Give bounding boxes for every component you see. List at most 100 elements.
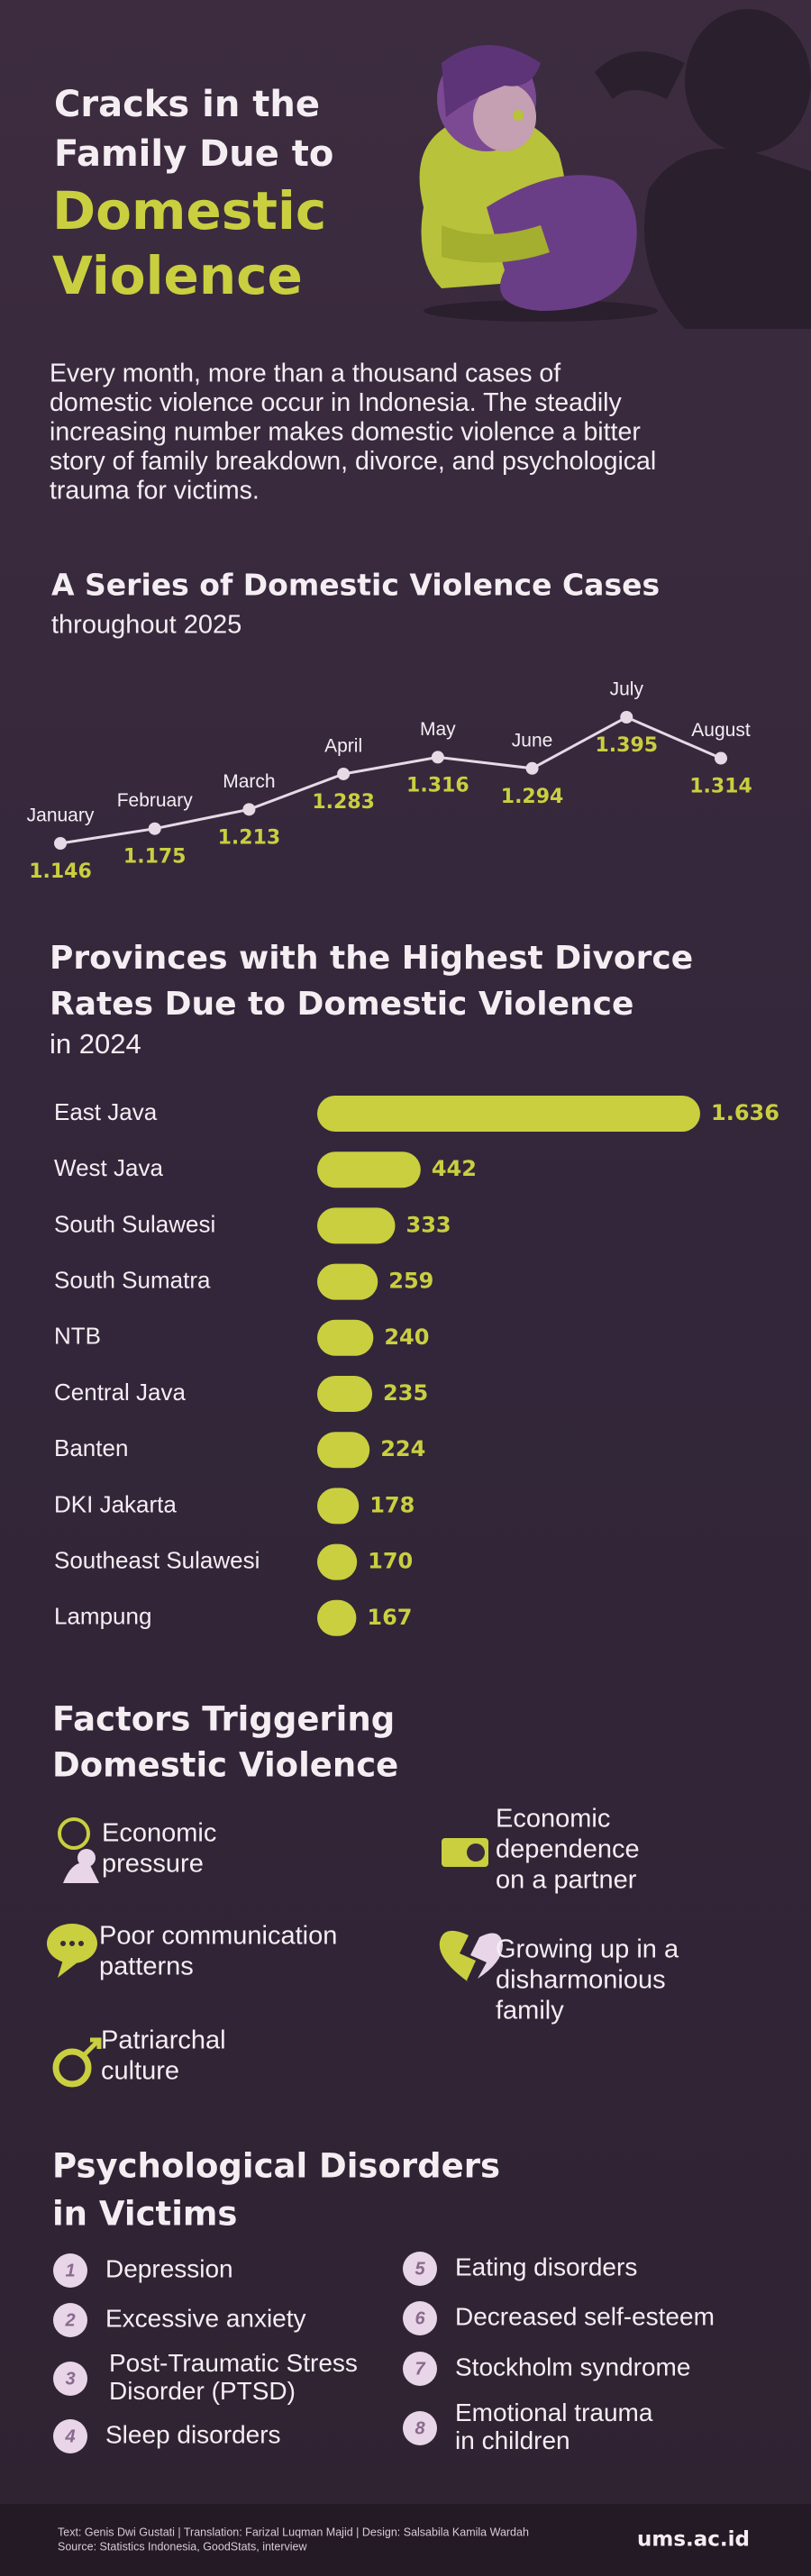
number-badge [403,2301,437,2335]
disorder-text: Disorder (PTSD) [109,2377,296,2405]
month-label: April [324,736,362,757]
footer-band [0,2504,811,2576]
number: 2 [64,2310,75,2330]
title-line: Family Due to [54,133,333,175]
month-label: June [512,730,553,751]
number-badge [53,2419,87,2453]
province-label: DKI Jakarta [54,1490,177,1517]
title-highlight: Violence [52,245,303,306]
bar [317,1096,700,1132]
factor-text: dependence [496,1835,640,1864]
value-label: 259 [388,1269,433,1294]
province-label: NTB [54,1323,101,1350]
month-label: February [117,790,194,811]
province-label: South Sulawesi [54,1210,215,1237]
number: 3 [65,2369,75,2389]
number-badge [53,2253,87,2288]
intro-line: increasing number makes domestic violenc… [50,418,641,447]
factor-text: Poor communication [99,1922,337,1951]
value-label: 1.175 [123,846,187,869]
number-badge [53,2362,87,2396]
illustration [419,45,658,322]
value-label: 333 [406,1212,451,1237]
point [620,711,633,724]
disorder-text: Post-Traumatic Stress [109,2349,358,2377]
number-badge [403,2352,437,2386]
bar [317,1319,374,1356]
section-title: Domestic Violence [52,1746,398,1785]
factor-text: culture [101,2057,179,2086]
factor-text: patterns [99,1952,194,1981]
factor-text: family [496,1997,564,2025]
number: 8 [415,2418,425,2438]
trend-line [59,715,722,845]
disorder-text: Eating disorders [455,2253,637,2280]
intro-line: trauma for victims. [50,477,260,505]
disorder-text: Decreased self-esteem [455,2302,715,2330]
intro-line: domestic violence occur in Indonesia. Th… [50,388,622,417]
number: 7 [415,2359,425,2379]
value-label: 1.636 [711,1100,779,1125]
province-label: Lampung [54,1603,151,1630]
factor-text: Patriarchal [101,2026,226,2055]
factor-text: disharmonious [496,1966,666,1995]
factor-text: on a partner [496,1866,637,1895]
bar [317,1488,360,1525]
number: 4 [64,2426,75,2446]
credits: Text: Genis Dwi Gustati | Translation: F… [58,2526,529,2538]
factor-text: Growing up in a [496,1935,679,1964]
intro-line: story of family breakdown, divorce, and … [50,447,656,476]
month-label: January [27,806,95,826]
point [337,767,351,780]
point [431,751,444,764]
value-label: 167 [367,1605,412,1630]
shadow-figure [595,9,811,329]
bar [317,1151,421,1188]
disorder-text: in children [455,2426,570,2454]
value-label: 178 [369,1492,415,1517]
point [242,803,256,816]
value-label: 170 [368,1549,413,1574]
disorder-text: Emotional trauma [455,2399,653,2426]
number: 6 [415,2308,425,2328]
value-label: 1.294 [501,786,564,808]
disorder-text: Stockholm syndrome [455,2353,690,2380]
factor-icons [47,1817,503,2088]
point [715,751,727,765]
bar [317,1543,358,1580]
title-highlight: Domestic [52,180,326,241]
province-label: East Java [54,1098,158,1125]
bar [317,1207,396,1244]
point [525,761,539,775]
value-label: 1.213 [218,826,281,849]
factor-text: Economic [102,1819,216,1848]
bar [317,1263,378,1300]
value-label: 1.395 [595,734,658,757]
disorder-text: Sleep disorders [105,2420,281,2448]
disorder-text: Depression [105,2254,233,2282]
province-label: Banten [54,1434,128,1461]
month-label: March [223,771,275,792]
month-label: July [610,679,644,700]
title-line: Cracks in the [54,84,320,125]
bar [317,1376,373,1412]
value-label: 224 [380,1436,425,1461]
bar [317,1599,357,1636]
province-label: Central Java [54,1379,186,1406]
value-label: 1.316 [406,774,469,796]
value-label: 442 [432,1156,477,1181]
chart-subtitle: in 2024 [50,1028,141,1060]
intro-line: Every month, more than a thousand cases … [50,360,560,388]
factor-text: pressure [102,1850,204,1879]
point [54,837,67,850]
value-label: 1.146 [29,860,92,883]
chart-title: A Series of Domestic Violence Cases [51,568,660,603]
section-title: in Victims [52,2195,237,2234]
bar [317,1432,370,1469]
value-label: 235 [383,1380,428,1406]
number-badge [403,2411,437,2445]
factor-text: Economic [496,1805,610,1834]
value-label: 240 [384,1324,429,1350]
